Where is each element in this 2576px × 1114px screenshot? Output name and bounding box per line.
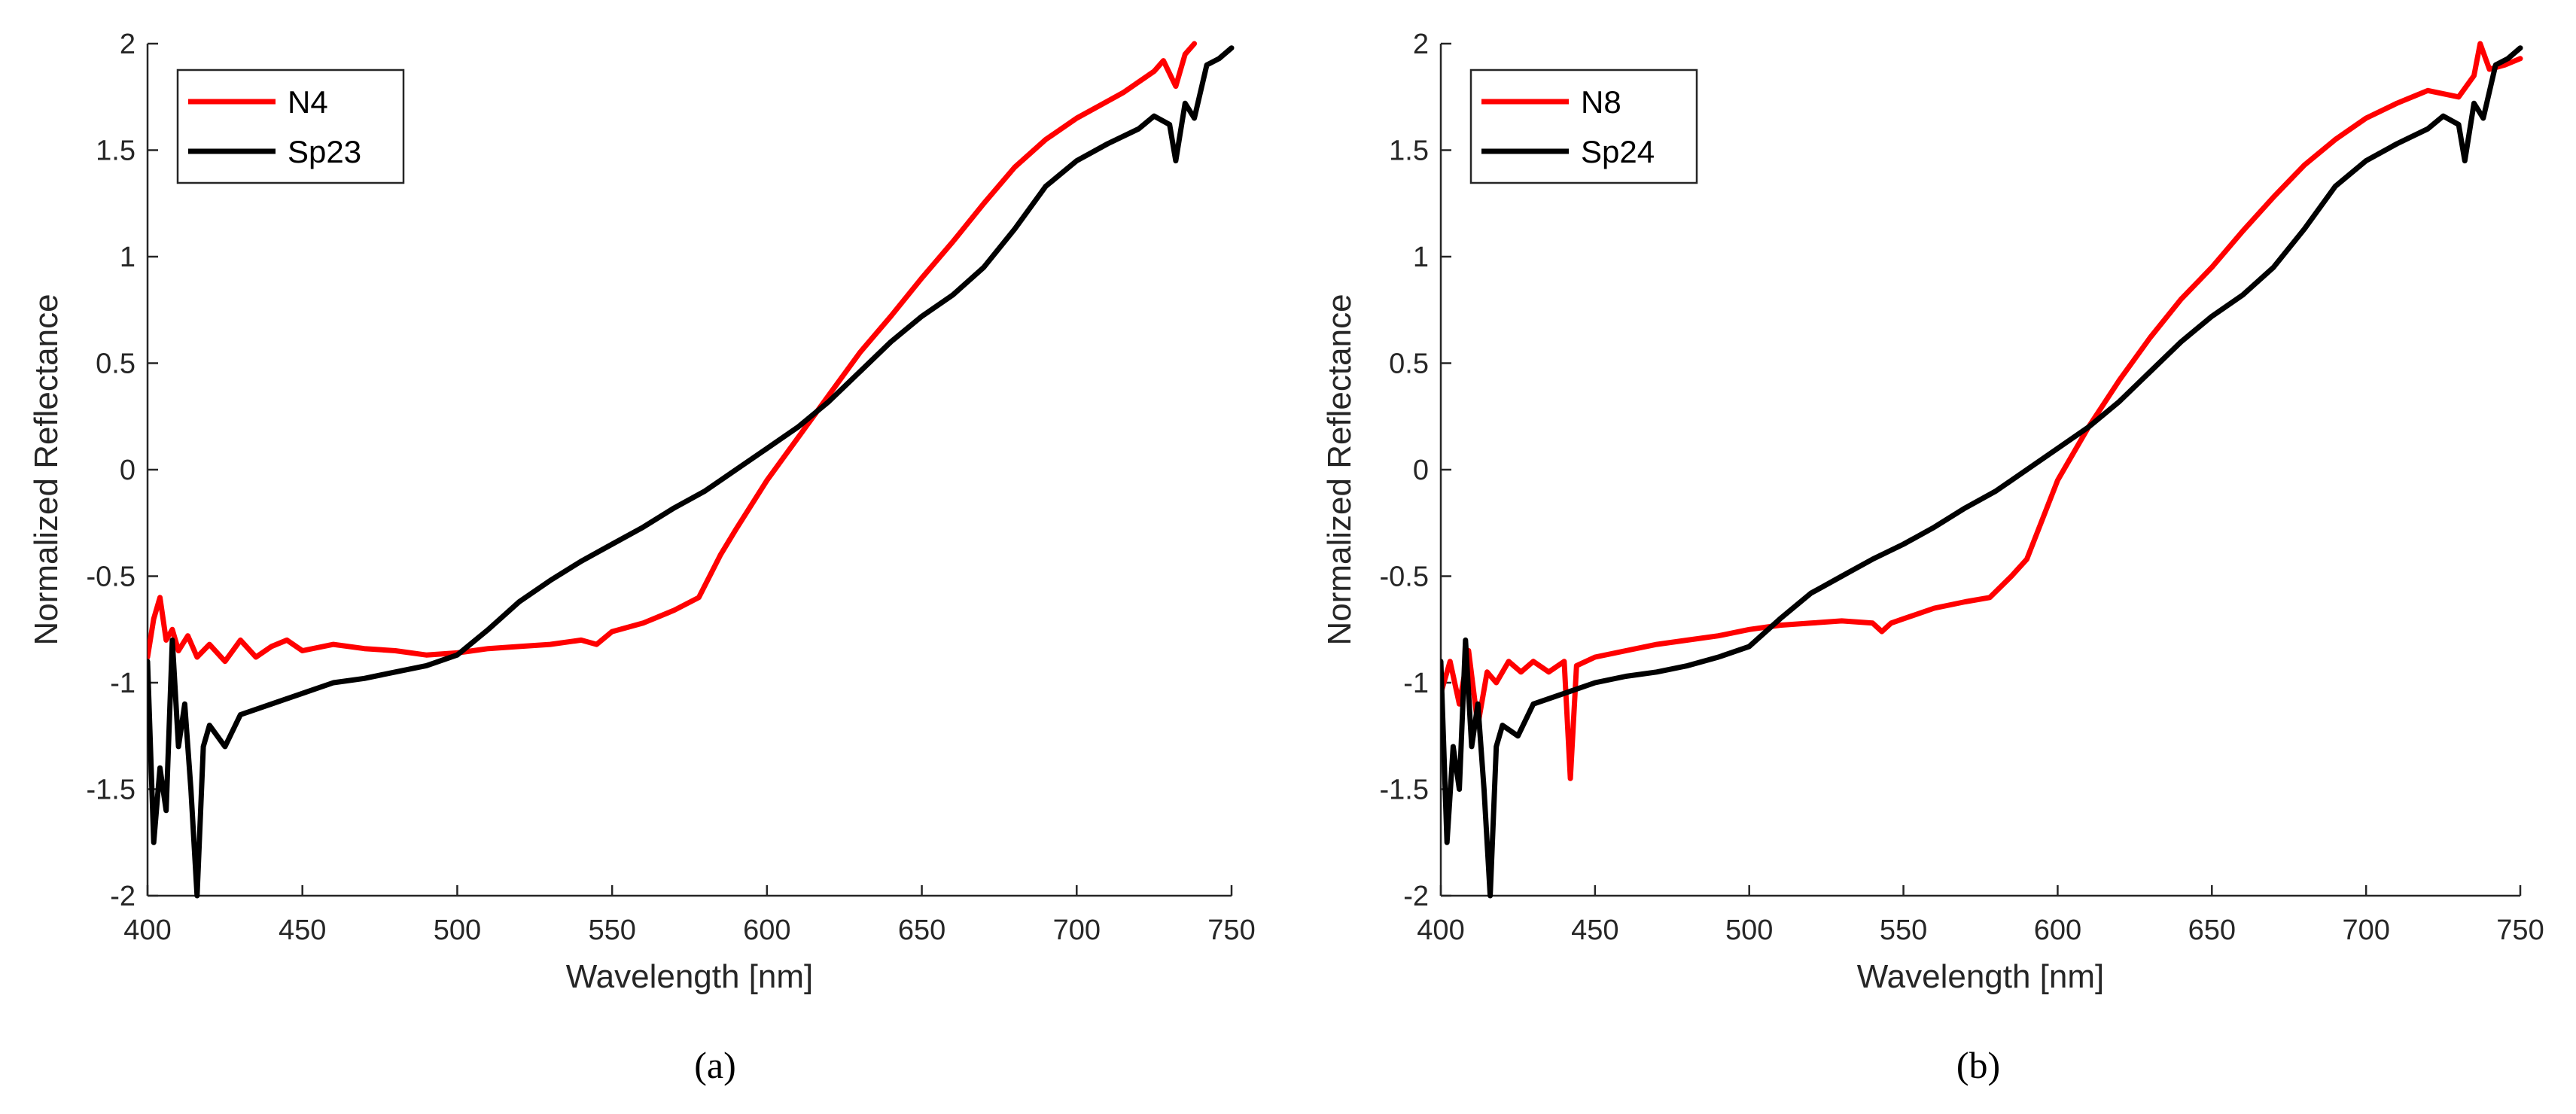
y-tick-label: 1 xyxy=(1413,242,1429,273)
legend-label: Sp24 xyxy=(1581,134,1655,169)
y-tick-label: -1.5 xyxy=(87,775,135,806)
x-tick-label: 750 xyxy=(1207,915,1255,946)
x-tick-label: 650 xyxy=(898,915,945,946)
legend-label: N8 xyxy=(1581,84,1621,120)
x-axis-title: Wavelength [nm] xyxy=(1857,958,2105,995)
y-tick-label: 2 xyxy=(120,29,135,60)
y-tick-label: 0 xyxy=(120,455,135,486)
x-tick-label: 750 xyxy=(2496,915,2544,946)
series-line-sp24 xyxy=(1441,45,2523,899)
legend-box xyxy=(1469,68,1698,184)
y-tick-label: -0.5 xyxy=(87,562,135,593)
series-line-n4 xyxy=(148,41,1198,665)
y-tick-label: 1.5 xyxy=(1389,135,1429,167)
x-tick-label: 650 xyxy=(2188,915,2236,946)
y-tick-label: 0.5 xyxy=(1389,349,1429,380)
y-tick-label: 0.5 xyxy=(96,349,135,380)
x-tick-label: 500 xyxy=(434,915,481,946)
x-tick-label: 550 xyxy=(588,915,635,946)
y-tick-label: 2 xyxy=(1413,29,1429,60)
x-tick-label: 400 xyxy=(123,915,171,946)
x-tick-label: 600 xyxy=(2034,915,2081,946)
y-tick-label: 1 xyxy=(120,242,135,273)
series-line-n8 xyxy=(1441,41,2523,781)
x-axis-title: Wavelength [nm] xyxy=(566,958,814,995)
series-line-sp23 xyxy=(148,45,1235,899)
series-group xyxy=(1441,41,2523,899)
x-tick-label: 550 xyxy=(1880,915,1927,946)
legend-label: N4 xyxy=(288,84,328,120)
x-tick-label: 600 xyxy=(743,915,790,946)
x-tick-label: 500 xyxy=(1725,915,1773,946)
legend-label: Sp23 xyxy=(288,134,361,169)
x-tick-label: 700 xyxy=(2342,915,2389,946)
x-tick-label: 450 xyxy=(279,915,326,946)
series-group xyxy=(148,41,1235,899)
panel-caption: (a) xyxy=(694,1044,736,1086)
y-tick-label: -0.5 xyxy=(1380,562,1429,593)
y-axis-title: Normalized Reflectance xyxy=(1321,294,1358,645)
y-axis-title: Normalized Reflectance xyxy=(28,294,65,645)
y-tick-label: -1.5 xyxy=(1380,775,1429,806)
y-tick-label: 0 xyxy=(1413,455,1429,486)
legend: N4 Sp23 xyxy=(176,68,405,184)
y-tick-label: -2 xyxy=(110,881,135,912)
chart-panel-a: -2 -1.5 -1 -0.5 0 0.5 1 1.5 2 400 450 500 550 600 650 7… xyxy=(28,29,1256,1086)
legend-box xyxy=(176,68,405,184)
x-tick-label: 400 xyxy=(1417,915,1464,946)
y-tick-label: -1 xyxy=(110,668,135,699)
x-tick-label: 700 xyxy=(1053,915,1101,946)
y-tick-label: -1 xyxy=(1403,668,1429,699)
x-tick-label: 450 xyxy=(1571,915,1618,946)
panel-caption: (b) xyxy=(1956,1044,2000,1086)
chart-panel-b: -2 -1.5 -1 -0.5 0 0.5 1 1.5 2 400 450 500 550 600 650 7… xyxy=(1321,29,2544,1086)
y-tick-label: -2 xyxy=(1403,881,1429,912)
legend: N8 Sp24 xyxy=(1469,68,1698,184)
y-tick-label: 1.5 xyxy=(96,135,135,167)
